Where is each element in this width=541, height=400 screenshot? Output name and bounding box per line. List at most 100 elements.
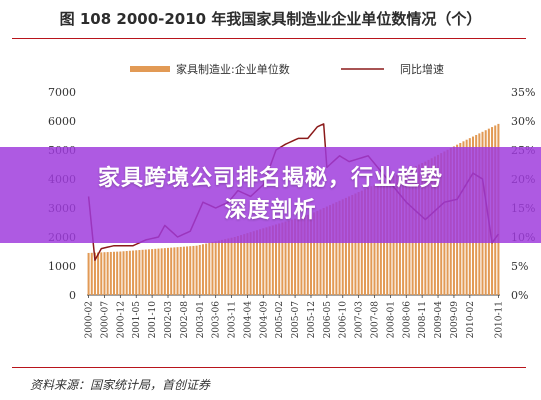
bar xyxy=(116,251,119,295)
bar xyxy=(151,249,154,295)
bar xyxy=(259,229,262,295)
bar xyxy=(287,220,290,295)
bar xyxy=(103,252,106,295)
bar xyxy=(344,197,347,295)
bar xyxy=(309,213,312,295)
bar xyxy=(221,239,224,295)
x-axis-tick-label: 2009-04 xyxy=(434,301,444,339)
bar xyxy=(125,251,128,295)
bar xyxy=(243,234,246,295)
x-axis-tick-label: 2007-03 xyxy=(355,301,365,339)
bar xyxy=(290,219,293,295)
x-axis-tick-label: 2003-01 xyxy=(196,301,206,338)
bar xyxy=(313,212,316,295)
banner-line-1: 家具跨境公司排名揭秘，行业趋势 xyxy=(97,166,443,191)
bar xyxy=(322,208,325,295)
x-axis-tick-label: 2002-03 xyxy=(164,301,174,339)
legend: 家具制造业:企业单位数 同比增速 xyxy=(130,62,444,76)
legend-label-bars: 家具制造业:企业单位数 xyxy=(176,62,290,76)
x-axis-tick-label: 2002-08 xyxy=(180,301,190,339)
bar xyxy=(297,217,300,295)
bar xyxy=(230,237,233,295)
bar xyxy=(224,239,227,295)
x-axis-tick-label: 2000-12 xyxy=(116,301,126,338)
bar xyxy=(112,251,116,295)
bar xyxy=(246,233,249,295)
x-axis-tick-label: 2008-11 xyxy=(418,301,428,338)
x-axis: 2000-02 2000-07 2000-12 2001-05 2001-10 2002-… xyxy=(85,295,504,339)
bar xyxy=(252,231,255,295)
x-axis-tick-label: 2004-04 xyxy=(243,301,253,339)
bar xyxy=(265,227,268,295)
x-axis-tick-label: 2004-09 xyxy=(259,301,269,339)
x-axis-tick-label: 2003-06 xyxy=(212,301,222,339)
x-axis-tick-label: 2007-08 xyxy=(371,301,381,339)
bar xyxy=(249,232,252,295)
left-axis-tick-label: 1000 xyxy=(48,260,76,273)
bar xyxy=(201,244,204,295)
bar xyxy=(233,237,236,295)
right-axis-tick-label: 5% xyxy=(511,260,528,273)
bar xyxy=(332,203,335,295)
bar xyxy=(192,245,195,295)
x-axis-tick-label: 2010-02 xyxy=(466,301,476,338)
source-note: 资料来源：国家统计局，首创证券 xyxy=(30,378,211,392)
bar xyxy=(236,236,239,295)
bar xyxy=(141,249,144,295)
bar xyxy=(109,251,112,295)
bar xyxy=(157,248,160,295)
bar xyxy=(214,241,217,295)
bar xyxy=(300,216,303,295)
left-axis-tick-label: 7000 xyxy=(48,86,76,99)
bar xyxy=(240,235,243,295)
bar xyxy=(176,247,179,295)
bar xyxy=(294,218,297,295)
bar xyxy=(271,225,274,295)
bar xyxy=(348,196,351,295)
left-axis-tick-label: 0 xyxy=(69,289,76,302)
bar xyxy=(90,252,93,295)
bar xyxy=(262,228,265,295)
x-axis-tick-label: 2010-11 xyxy=(494,301,504,338)
bar xyxy=(316,210,319,295)
bar xyxy=(189,246,192,295)
bar xyxy=(217,240,220,296)
banner-line-2: 深度剖析 xyxy=(224,198,317,223)
bar xyxy=(132,250,135,295)
bar xyxy=(163,248,166,295)
bar xyxy=(173,247,176,295)
x-axis-tick-label: 2000-07 xyxy=(100,301,110,339)
x-axis-tick-label: 2005-07 xyxy=(291,301,301,339)
x-axis-tick-label: 2008-01 xyxy=(386,301,396,338)
bar xyxy=(186,246,189,295)
bar xyxy=(284,221,287,295)
x-axis-tick-label: 2003-11 xyxy=(228,301,238,338)
bar xyxy=(338,200,341,295)
right-axis-tick-label: 35% xyxy=(511,86,535,99)
x-axis-tick-label: 2005-02 xyxy=(275,301,285,338)
figure-title: 图 108 2000-2010 年我国家具制造业企业单位数情况（个） xyxy=(59,10,482,28)
bottom-divider xyxy=(12,367,526,368)
title-divider xyxy=(12,38,526,39)
bar xyxy=(325,206,328,295)
bar xyxy=(87,252,90,295)
bar xyxy=(182,246,185,295)
bar xyxy=(154,248,157,295)
right-axis-tick-label: 0% xyxy=(511,289,528,302)
bar xyxy=(208,242,211,295)
x-axis-tick-label: 2001-05 xyxy=(132,301,142,339)
bar xyxy=(122,251,125,295)
bar xyxy=(278,223,281,295)
bar xyxy=(119,251,122,295)
bar xyxy=(128,250,131,295)
bar xyxy=(100,252,103,295)
legend-swatch-bars xyxy=(130,66,170,72)
legend-label-line: 同比增速 xyxy=(400,62,444,76)
bar xyxy=(198,244,201,295)
bar xyxy=(329,205,332,295)
bar xyxy=(351,194,354,295)
overlay-banner: 家具跨境公司排名揭秘，行业趋势 深度剖析 xyxy=(0,147,541,243)
bar xyxy=(195,245,198,295)
bar xyxy=(335,202,338,295)
bar xyxy=(160,248,163,295)
